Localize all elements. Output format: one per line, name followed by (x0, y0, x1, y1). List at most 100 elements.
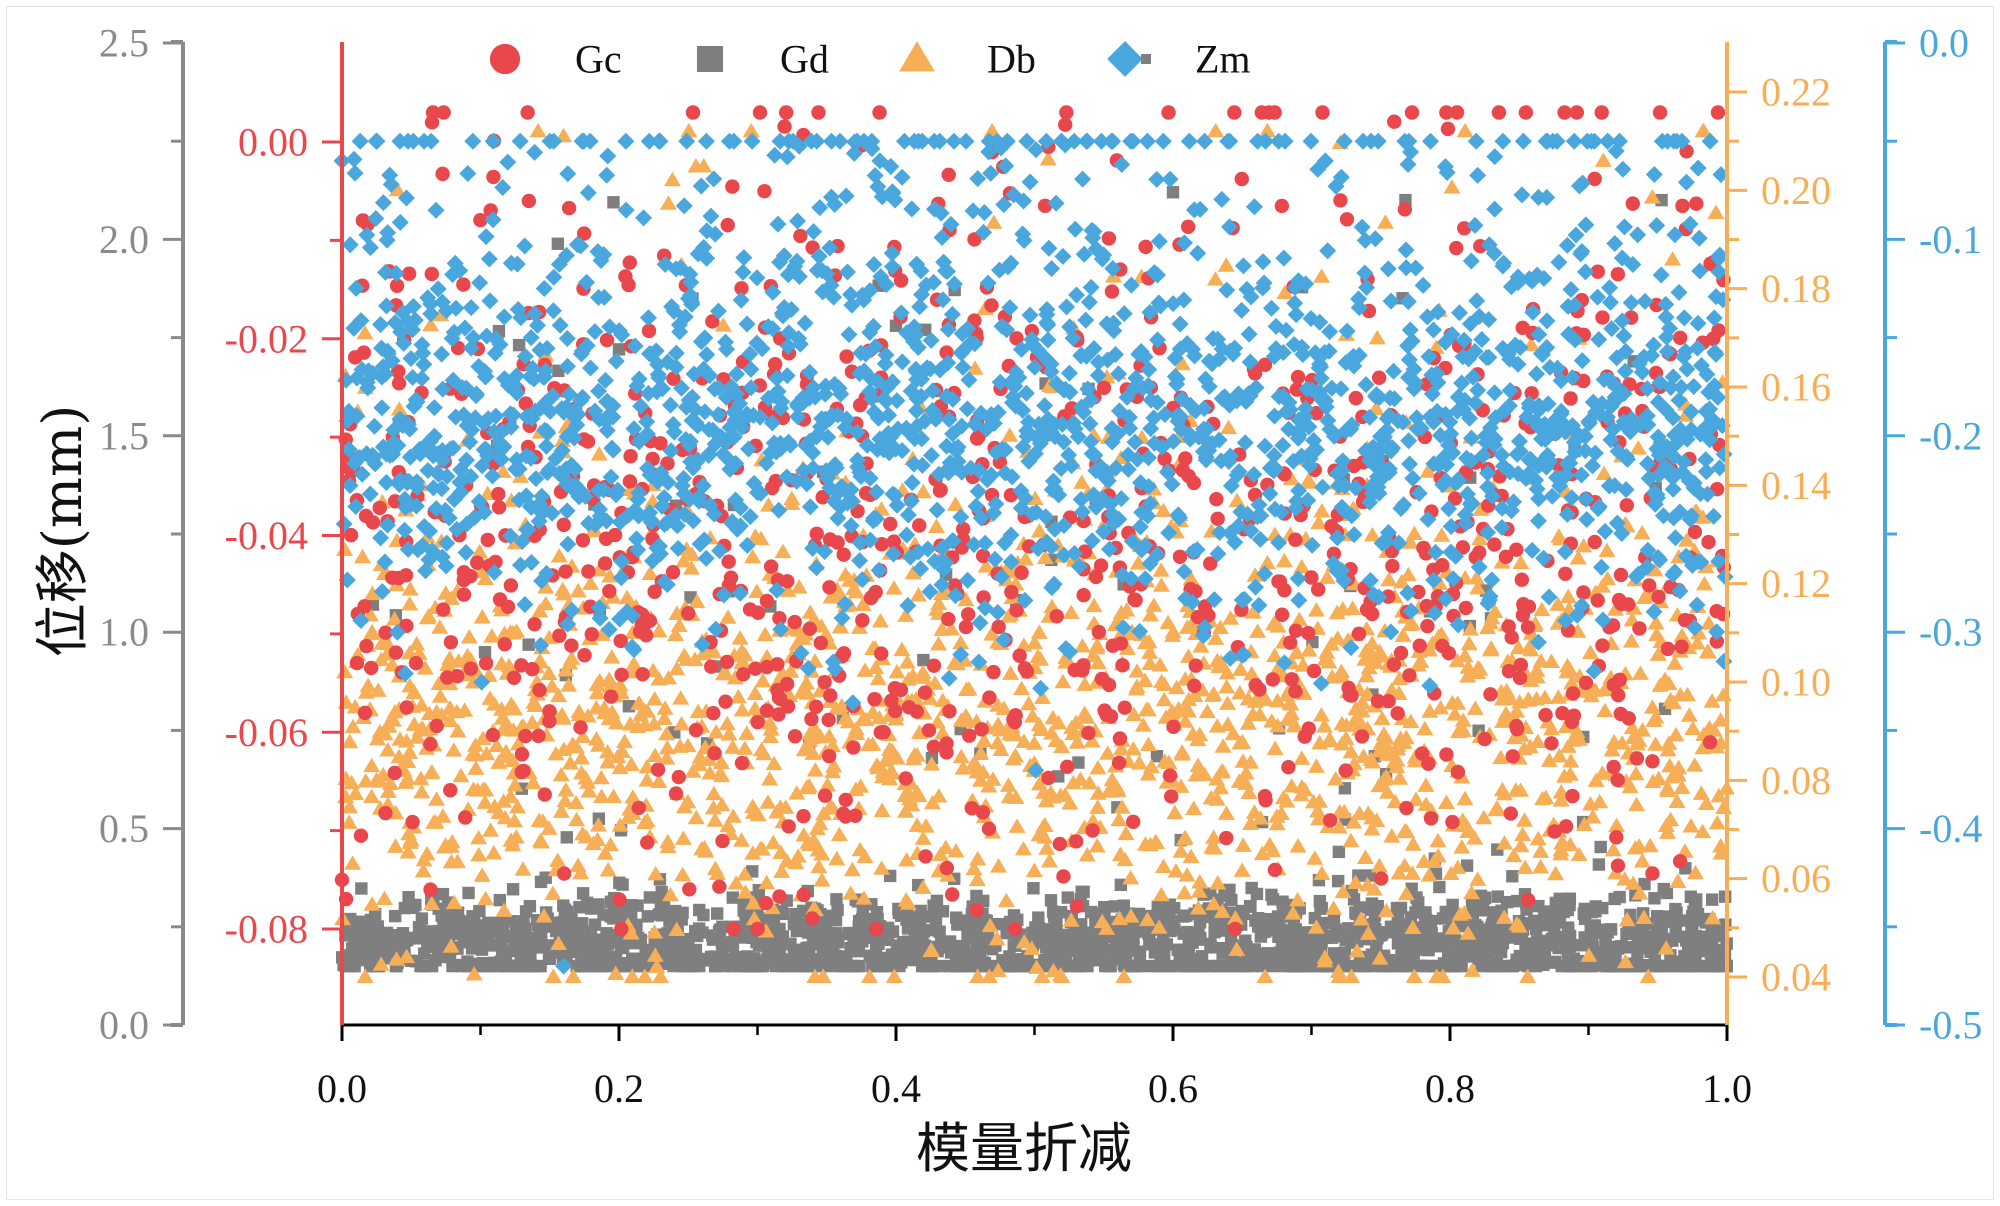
data-point-Db (675, 647, 693, 663)
data-point-Gd (897, 935, 910, 949)
data-point-Gd (1615, 939, 1628, 953)
data-point-Gc (1085, 823, 1100, 838)
data-point-Db (1519, 968, 1537, 983)
data-point-Db (414, 862, 432, 878)
data-point-Gc (542, 704, 557, 719)
data-point-Db (1037, 792, 1055, 808)
data-point-Gd (524, 950, 537, 963)
data-point-Db (1062, 604, 1080, 620)
data-point-Db (624, 789, 642, 804)
data-point-Gd (1506, 870, 1519, 883)
data-point-Gc (1067, 662, 1082, 678)
data-point-Db (988, 930, 1006, 946)
data-point-Db (442, 938, 460, 953)
data-point-Gd (1436, 912, 1450, 925)
data-point-Zm (1077, 311, 1095, 329)
data-point-Gd (1084, 905, 1098, 919)
data-point-Gc (821, 748, 837, 764)
data-point-Db (441, 700, 459, 716)
data-point-Db (1268, 808, 1286, 823)
data-point-Db (1633, 853, 1651, 868)
data-point-Gd (448, 912, 462, 925)
data-point-Gc (527, 617, 542, 632)
data-point-Db (1024, 708, 1042, 723)
data-point-Db (587, 700, 605, 715)
data-point-Gd (364, 913, 378, 927)
data-point-Db (564, 968, 582, 983)
data-point-Gc (1399, 800, 1414, 816)
data-point-Gc (1594, 105, 1609, 120)
data-point-Db (1084, 812, 1102, 828)
data-point-Gd (1331, 874, 1345, 888)
data-point-Db (1516, 812, 1534, 827)
data-point-Db (458, 647, 476, 663)
data-point-Gc (491, 500, 507, 515)
data-point-Db (1219, 716, 1237, 731)
data-point-Gc (1359, 602, 1375, 617)
data-point-Gc (398, 568, 414, 583)
data-point-Db (1020, 695, 1038, 711)
data-point-Gc (1088, 569, 1104, 585)
data-point-Db (1244, 604, 1262, 619)
data-point-Gd (616, 878, 629, 891)
data-point-Db (1512, 554, 1530, 570)
data-point-Db (1404, 919, 1422, 935)
data-point-Db (401, 644, 419, 660)
data-point-Db (1581, 644, 1599, 660)
data-point-Gc (435, 166, 450, 182)
data-point-Db (1487, 801, 1505, 817)
data-point-Gd (983, 959, 997, 973)
data-point-Gd (1268, 917, 1281, 931)
data-point-Db (1251, 706, 1269, 722)
data-point-Db (1678, 686, 1696, 702)
data-point-Db (758, 874, 776, 890)
data-point-Db (1033, 968, 1051, 983)
data-point-Db (1532, 843, 1550, 858)
data-point-Gd (1669, 924, 1682, 937)
data-point-Zm (495, 308, 513, 326)
data-point-Gd (641, 910, 655, 923)
data-point-Gd (1008, 959, 1021, 973)
data-point-Gd (1124, 920, 1137, 934)
data-point-Db (1459, 823, 1477, 838)
data-point-Gc (1563, 391, 1578, 406)
data-point-Gc (1274, 607, 1290, 622)
data-point-Gc (1441, 645, 1456, 661)
data-point-Gd (729, 951, 743, 964)
data-point-Db (495, 902, 513, 917)
data-point-Db (997, 892, 1015, 908)
data-point-Gd (1072, 756, 1085, 769)
data-point-Gc (763, 559, 779, 574)
data-point-Gd (859, 914, 872, 927)
data-point-Gc (1702, 735, 1718, 750)
data-point-Zm (477, 228, 495, 246)
data-point-Gc (771, 707, 786, 722)
data-point-Db (1136, 672, 1154, 687)
data-point-Db (1108, 779, 1126, 794)
data-point-Zm (1240, 325, 1258, 343)
data-point-Gc (1281, 759, 1296, 775)
data-point-Db (713, 796, 731, 812)
data-point-Gd (835, 959, 848, 973)
data-point-Db (1479, 619, 1497, 635)
data-point-Gd (1283, 959, 1297, 973)
data-point-Zm (1715, 652, 1733, 670)
data-point-Gc (1014, 565, 1029, 580)
data-point-Gd (1131, 959, 1144, 973)
data-point-Gc (787, 614, 802, 630)
data-point-Db (1628, 796, 1646, 812)
data-point-Db (390, 748, 408, 764)
data-point-Gc (758, 895, 774, 911)
data-point-Gd (1044, 894, 1058, 907)
data-point-Db (1318, 569, 1336, 584)
data-point-Db (820, 728, 838, 743)
data-point-Db (720, 726, 738, 741)
data-point-Db (1443, 179, 1461, 194)
data-point-Gc (813, 635, 828, 651)
data-point-Db (1153, 673, 1171, 689)
data-point-Db (1327, 771, 1345, 786)
data-point-Db (934, 725, 952, 740)
data-point-Db (663, 171, 681, 187)
data-point-Db (590, 446, 608, 461)
data-point-Gc (838, 792, 853, 808)
